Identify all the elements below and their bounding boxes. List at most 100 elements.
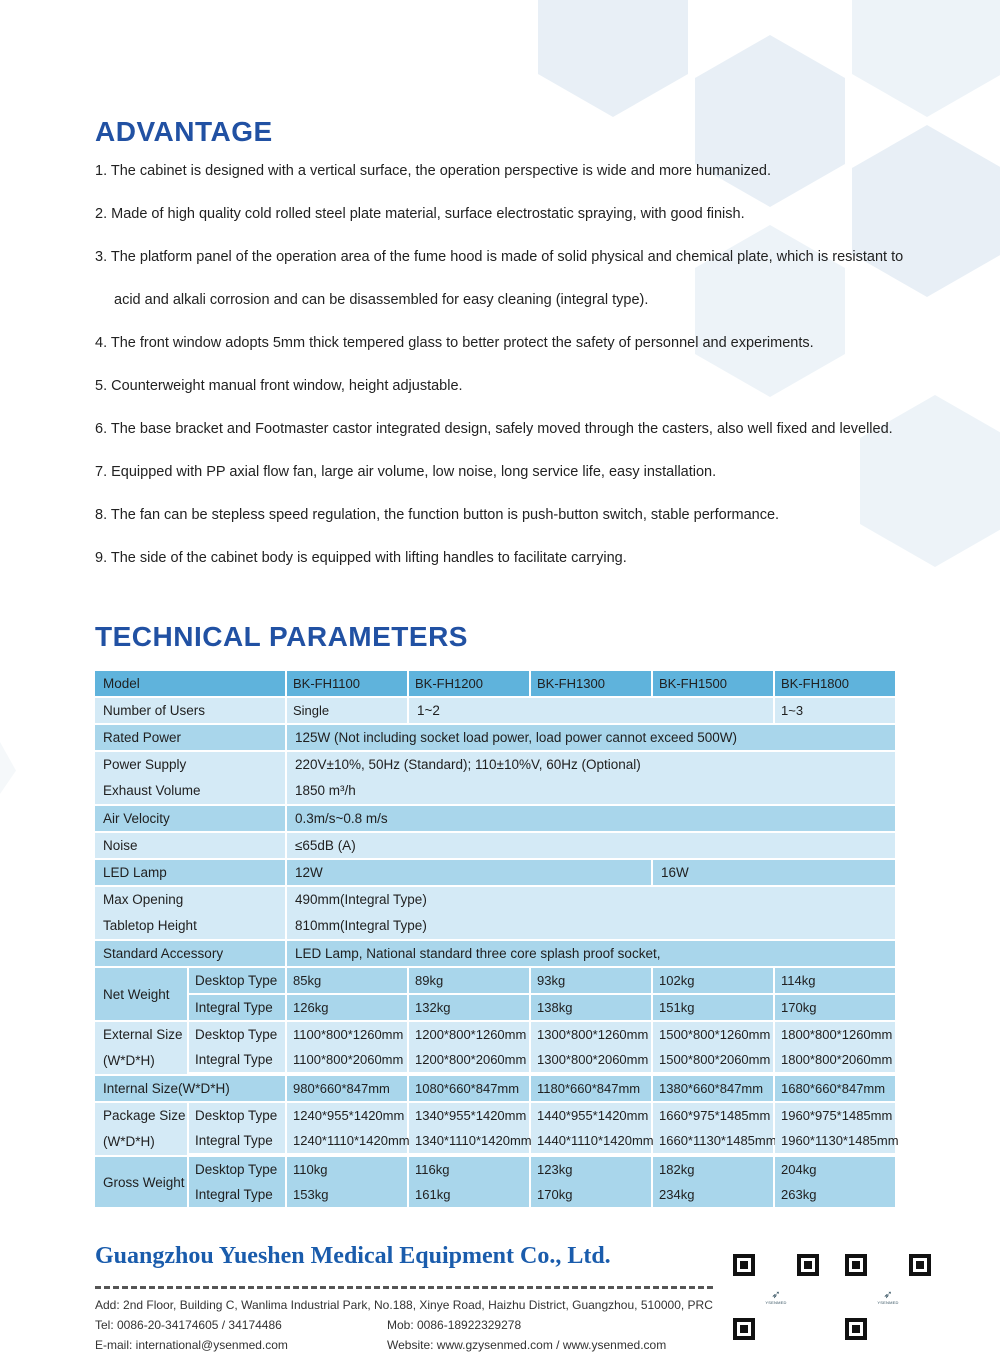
website-line: Website: www.gzysenmed.com / www.ysenmed…: [387, 1338, 667, 1352]
cell-value: 1500*800*1260mm: [653, 1022, 773, 1047]
model-name: BK-FH1500: [653, 671, 773, 696]
cell-value: 138kg: [531, 995, 651, 1020]
cell-value: 1240*1110*1420mm: [287, 1128, 410, 1153]
advantage-item: 5. Counterweight manual front window, he…: [95, 378, 463, 394]
cell-value: 102kg: [653, 968, 773, 993]
cell-value: 1340*1110*1420mm: [409, 1128, 532, 1153]
cell-value: 153kg: [287, 1182, 407, 1207]
row-label: Rated Power: [95, 725, 285, 750]
qr-finder-icon: [797, 1254, 819, 1276]
sub-label: Desktop Type: [189, 1157, 285, 1182]
cell-value: 1~3: [775, 698, 895, 723]
cell-value: 1080*660*847mm: [409, 1076, 529, 1101]
row-label: External Size (W*D*H): [95, 1022, 187, 1074]
cell-value: ≤65dB (A): [287, 833, 895, 858]
cell-value: 1440*955*1420mm: [531, 1103, 651, 1128]
cell-value: 110kg: [287, 1157, 407, 1182]
table-row: Desktop Type 85kg 89kg 93kg 102kg 114kg: [189, 968, 895, 993]
cell-value: 89kg: [409, 968, 529, 993]
table-row: Desktop Type 1240*955*1420mm 1340*955*14…: [189, 1103, 895, 1128]
advantage-item: 2. Made of high quality cold rolled stee…: [95, 206, 745, 222]
cell-value: 220V±10%, 50Hz (Standard); 110±10%V, 60H…: [287, 752, 895, 804]
table-row: Integral Type 1100*800*2060mm 1200*800*2…: [189, 1047, 895, 1072]
sub-label: Integral Type: [189, 1047, 285, 1072]
row-label: Number of Users: [95, 698, 285, 723]
cell-value: 1100*800*2060mm: [287, 1047, 407, 1072]
model-name: BK-FH1300: [531, 671, 651, 696]
row-label: LED Lamp: [95, 860, 285, 885]
cell-value: 182kg: [653, 1157, 773, 1182]
table-section-gross-weight: Gross Weight Desktop Type 110kg 116kg 12…: [95, 1157, 895, 1207]
cell-value: 12W: [287, 860, 651, 885]
cell-value: 1200*800*1260mm: [409, 1022, 529, 1047]
left-edge-accent: [0, 742, 16, 794]
cell-value: 170kg: [775, 995, 895, 1020]
bird-logo-icon: ➶: [771, 1288, 781, 1301]
sub-label: Desktop Type: [189, 1022, 285, 1047]
cell-value: 151kg: [653, 995, 773, 1020]
row-label: Max Opening Tabletop Height: [95, 887, 285, 939]
cell-value: 1500*800*2060mm: [653, 1047, 773, 1072]
advantage-item: 3. The platform panel of the operation a…: [95, 249, 904, 308]
advantage-item: 7. Equipped with PP axial flow fan, larg…: [95, 464, 717, 480]
cell-value: 1960*975*1485mm: [775, 1103, 895, 1128]
row-label: Internal Size(W*D*H): [95, 1076, 285, 1101]
table-row: Desktop Type 110kg 116kg 123kg 182kg 204…: [189, 1157, 895, 1182]
cell-value: 1180*660*847mm: [531, 1076, 651, 1101]
hexagon-shape: [852, 0, 1000, 117]
bird-logo-icon: ➶: [883, 1288, 893, 1301]
cell-value: 1240*955*1420mm: [287, 1103, 407, 1128]
cell-value: 204kg: [775, 1157, 895, 1182]
cell-value: 234kg: [653, 1182, 773, 1207]
table-row-internal-size: Internal Size(W*D*H) 980*660*847mm 1080*…: [95, 1076, 895, 1101]
cell-value: 263kg: [775, 1182, 895, 1207]
cell-value: 170kg: [531, 1182, 651, 1207]
advantage-heading: ADVANTAGE: [95, 116, 273, 147]
table-row-users: Number of Users Single 1~2 1~3: [95, 698, 895, 723]
cell-value: 125W (Not including socket load power, l…: [287, 725, 895, 750]
email-line: E-mail: international@ysenmed.com: [95, 1338, 288, 1352]
mob-line: Mob: 0086-18922329278: [387, 1318, 522, 1332]
table-section-external-size: External Size (W*D*H) Desktop Type 1100*…: [95, 1022, 895, 1074]
cell-value: 1800*800*2060mm: [775, 1047, 895, 1072]
cell-value: 123kg: [531, 1157, 651, 1182]
cell-value: 1680*660*847mm: [775, 1076, 895, 1101]
company-name: Guangzhou Yueshen Medical Equipment Co.,…: [95, 1243, 611, 1269]
model-name: BK-FH1100: [287, 671, 407, 696]
cell-value: 16W: [653, 860, 895, 885]
technical-parameters-heading: TECHNICAL PARAMETERS: [95, 621, 468, 652]
row-label: Standard Accessory: [95, 941, 285, 966]
row-label: Power Supply Exhaust Volume: [95, 752, 285, 804]
qr-logo: ➶ YSENMED: [873, 1282, 903, 1312]
cell-value: 1660*1130*1485mm: [653, 1128, 777, 1153]
table-row: Desktop Type 1100*800*1260mm 1200*800*12…: [189, 1022, 895, 1047]
sub-label: Integral Type: [189, 1182, 285, 1207]
hexagon-shape: [538, 0, 688, 117]
table-row-led-lamp: LED Lamp 12W 16W: [95, 860, 895, 885]
table-row-noise: Noise ≤65dB (A): [95, 833, 895, 858]
advantage-item: 1. The cabinet is designed with a vertic…: [95, 163, 771, 179]
row-label: Noise: [95, 833, 285, 858]
cell-value: 85kg: [287, 968, 407, 993]
cell-value: 116kg: [409, 1157, 529, 1182]
table-row: Integral Type 153kg 161kg 170kg 234kg 26…: [189, 1182, 895, 1207]
model-name: BK-FH1800: [775, 671, 895, 696]
cell-value: 1340*955*1420mm: [409, 1103, 529, 1128]
contact-block: Add: 2nd Floor, Building C, Wanlima Indu…: [95, 1295, 715, 1355]
table-row-model: Model BK-FH1100 BK-FH1200 BK-FH1300 BK-F…: [95, 671, 895, 696]
table-row-air-velocity: Air Velocity 0.3m/s~0.8 m/s: [95, 806, 895, 831]
sub-label: Desktop Type: [189, 968, 285, 993]
advantage-item: 6. The base bracket and Footmaster casto…: [95, 421, 893, 437]
cell-value: 0.3m/s~0.8 m/s: [287, 806, 895, 831]
cell-value: 126kg: [287, 995, 407, 1020]
table-row-opening-tabletop: Max Opening Tabletop Height 490mm(Integr…: [95, 887, 895, 939]
qr-finder-icon: [845, 1254, 867, 1276]
qr-code-left: ➶ YSENMED: [731, 1252, 821, 1342]
row-label: Gross Weight: [95, 1157, 187, 1207]
cell-value: 1380*660*847mm: [653, 1076, 773, 1101]
table-row: Integral Type 1240*1110*1420mm 1340*1110…: [189, 1128, 899, 1153]
row-label: Package Size (W*D*H): [95, 1103, 187, 1155]
model-name: BK-FH1200: [409, 671, 529, 696]
sub-label: Integral Type: [189, 995, 285, 1020]
